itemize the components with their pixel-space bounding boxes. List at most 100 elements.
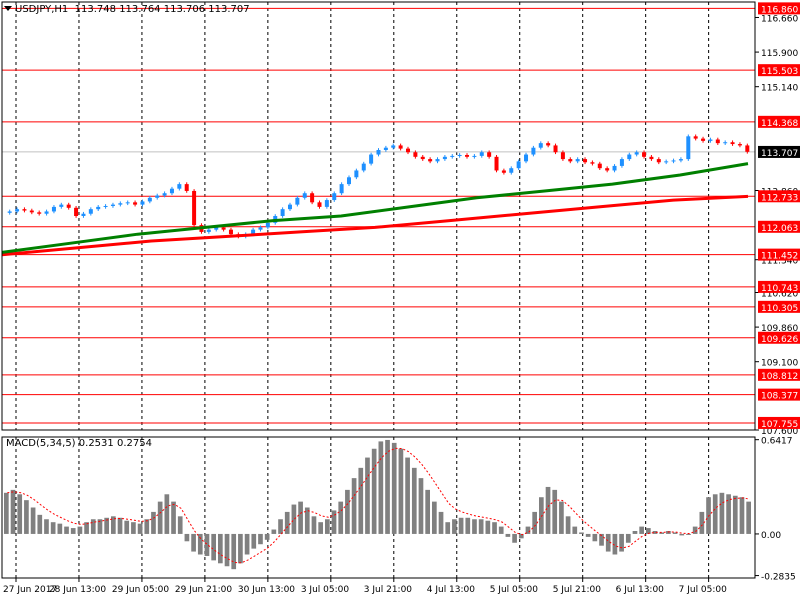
candle-down [192,190,197,226]
candle-up [15,209,20,212]
candle-up [575,159,580,162]
candle-down [228,229,233,235]
macd-bar [318,522,323,534]
candle-up [258,227,263,230]
time-tick-label: 4 Jul 13:00 [427,585,476,595]
price-tick-label: 115.140 [761,84,798,94]
macd-bar [565,516,571,534]
macd-bar [191,533,196,552]
candle-down [730,142,735,145]
time-tick-label: 3 Jul 21:00 [364,585,413,595]
candle-up [472,155,477,157]
time-tick-label: 29 Jun 21:00 [175,585,232,595]
candle-up [295,197,300,205]
macd-bar [17,494,23,534]
macd-bar [391,442,397,534]
macd-bar [639,526,644,534]
level-label-bg [758,248,800,261]
level-label: 110.305 [761,304,798,314]
macd-bar [405,457,410,534]
macd-bar [585,533,591,537]
macd-bar [137,523,143,534]
level-label-bg [758,115,800,128]
dropdown-triangle-icon[interactable] [4,6,12,11]
macd-bar [151,511,156,534]
macd-values: 0.2531 0.2754 [78,438,152,449]
macd-bar [512,533,517,543]
candle-up [531,147,536,155]
macd-bar [271,529,277,534]
candle-down [487,152,492,157]
macd-bar [472,519,477,534]
candle-up [280,209,285,216]
macd-bar [619,533,624,552]
macd-bar [177,516,183,534]
support-resistance-levels [2,7,755,424]
macd-bar [90,519,96,534]
level-label-bg [758,190,800,203]
macd-bar [365,457,370,534]
macd-bar [284,511,290,534]
candle-up [118,203,123,205]
macd-bar [264,533,270,540]
level-label: 109.626 [761,335,798,345]
candle-up [51,206,56,212]
price-tick-label: 115.900 [761,49,798,59]
macd-bar [425,489,430,534]
candle-up [324,200,329,207]
candle-up [287,204,292,210]
candle-down [605,168,610,171]
macd-bar [24,500,29,534]
price-tick-label: 107.600 [761,427,798,437]
macd-signal-line [7,447,750,564]
macd-bar [251,533,257,549]
candle-down [590,162,595,164]
candlestick-series [7,134,750,239]
macd-bar [371,448,377,534]
time-tick-label: 5 Jul 05:00 [490,585,539,595]
candle-up [678,159,683,161]
price-tick-label: 109.860 [761,324,798,334]
candle-down [568,159,573,162]
candle-down [546,143,551,146]
candle-down [428,159,433,162]
current-price-bg [758,145,800,158]
candle-up [81,213,86,216]
macd-bar [646,528,651,534]
candle-down [465,154,470,157]
level-label: 114.368 [761,119,798,129]
price-grid [15,2,710,430]
macd-bar [599,533,604,546]
time-tick-label: 30 Jun 13:00 [238,585,295,595]
candle-up [59,204,64,207]
level-label-bg [758,368,800,381]
candle-down [701,138,706,141]
candle-up [383,147,388,150]
macd-bar [605,533,611,552]
macd-bar [244,533,250,555]
macd-bar [84,522,89,534]
candle-up [214,227,219,230]
candle-down [133,202,138,205]
macd-bar [492,522,497,534]
macd-bar [231,533,237,570]
price-tick-label: 111.340 [761,257,798,267]
candle-up [361,163,366,171]
macd-bar [545,486,551,534]
macd-bar [539,497,544,534]
time-tick-label: 28 Jun 13:00 [49,585,106,595]
macd-tick-label: 0.6417 [761,437,793,447]
level-label: 116.860 [761,5,798,15]
macd-bar [672,532,678,534]
level-label: 112.063 [761,224,798,234]
macd-bar [659,532,665,534]
candle-down [22,209,27,211]
macd-bar [746,501,751,534]
candle-up [619,159,624,166]
macd-bar [732,495,738,534]
macd-title: MACD(5,34,5) 0.2531 0.2754 [6,438,152,449]
candle-down [642,152,647,157]
macd-tick-label: 0.00 [761,531,781,541]
candle-up [524,154,529,162]
price-tick-label: 109.100 [761,359,798,369]
